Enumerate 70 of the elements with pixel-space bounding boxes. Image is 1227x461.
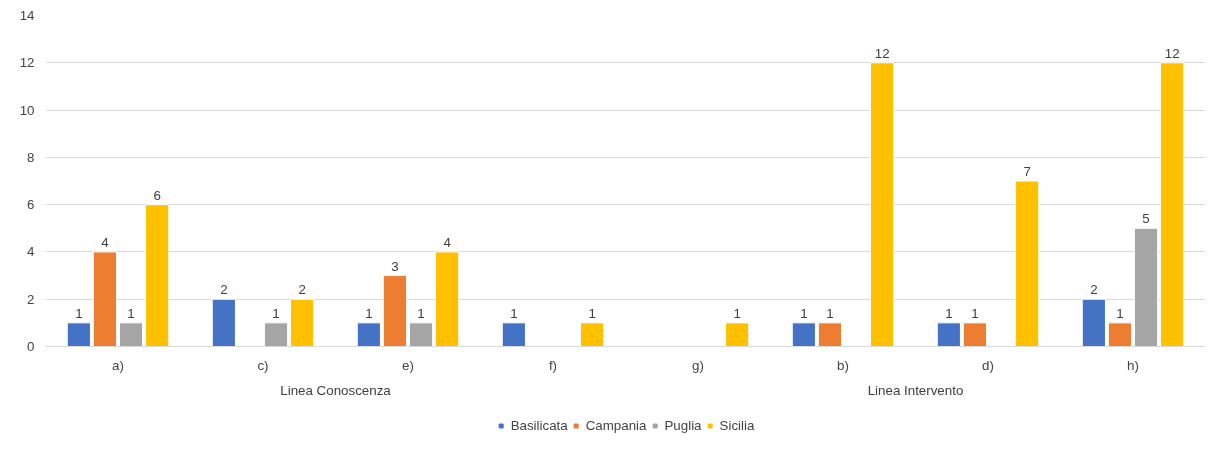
bar	[290, 298, 315, 347]
bar	[791, 322, 816, 347]
data-label: 1	[588, 305, 596, 321]
data-label: 12	[874, 45, 890, 61]
x-tick-label: b)	[837, 357, 849, 373]
bar	[1081, 298, 1106, 347]
x-tick-label: f)	[548, 357, 558, 373]
bar	[263, 322, 289, 347]
bar	[118, 322, 144, 347]
data-label: 1	[800, 305, 808, 321]
legend-label: Basilicata	[510, 417, 568, 433]
data-label: 7	[1023, 164, 1031, 179]
data-label: 3	[391, 258, 399, 274]
y-tick-label: 10	[19, 102, 35, 118]
bar	[435, 251, 460, 347]
data-label: 1	[365, 305, 373, 321]
data-label: 1	[75, 305, 83, 321]
data-label: 4	[101, 234, 110, 250]
y-tick-label: 2	[27, 291, 35, 307]
legend-label: Campania	[585, 417, 647, 433]
legend-label: Sicilia	[719, 417, 755, 433]
y-tick-label: 6	[27, 197, 35, 213]
y-tick-label: 14	[19, 8, 36, 23]
x-tick-label: d)	[982, 357, 994, 373]
x-tick-label: h)	[1127, 357, 1139, 373]
y-tick-label: 12	[19, 55, 35, 71]
x-tick-label: a)	[112, 357, 124, 373]
bar	[408, 322, 434, 347]
bar	[211, 298, 236, 347]
bar	[1015, 180, 1040, 347]
bar	[580, 322, 605, 347]
bar	[356, 322, 381, 347]
data-label: 2	[220, 282, 228, 298]
legend-label: Puglia	[664, 417, 702, 433]
data-label: 1	[510, 305, 518, 321]
y-tick-label: 8	[27, 149, 35, 165]
bar	[725, 322, 750, 347]
bar	[1107, 322, 1133, 347]
data-label: 2	[298, 282, 306, 298]
bar	[1133, 227, 1159, 347]
data-label: 1	[272, 305, 280, 321]
data-label: 1	[417, 305, 425, 321]
bar	[1160, 62, 1185, 347]
bar	[817, 322, 843, 347]
data-label: 12	[1164, 45, 1180, 61]
data-label: 2	[1090, 282, 1098, 298]
y-tick-label: 0	[27, 339, 35, 354]
text: Linea Intervento	[867, 383, 964, 398]
data-label: 1	[733, 305, 741, 321]
data-label: 1	[971, 305, 979, 321]
bar	[870, 62, 895, 347]
data-label: 6	[153, 187, 161, 203]
y-tick-label: 4	[27, 244, 36, 260]
bar	[936, 322, 961, 347]
bar	[145, 204, 170, 347]
data-label: 4	[443, 234, 452, 250]
bar	[501, 322, 526, 347]
bar	[92, 251, 118, 347]
x-tick-label: g)	[692, 357, 704, 373]
x-tick-label: e)	[402, 357, 414, 373]
bar	[962, 322, 988, 347]
data-label: 5	[1142, 211, 1150, 227]
data-label: 1	[826, 305, 834, 321]
data-label: 1	[127, 305, 135, 321]
bar	[382, 275, 408, 347]
data-label: 1	[1116, 305, 1124, 321]
x-tick-label: c)	[257, 357, 269, 373]
data-label: 1	[945, 305, 953, 321]
bar	[66, 322, 91, 347]
text: Linea Conoscenza	[280, 383, 392, 398]
